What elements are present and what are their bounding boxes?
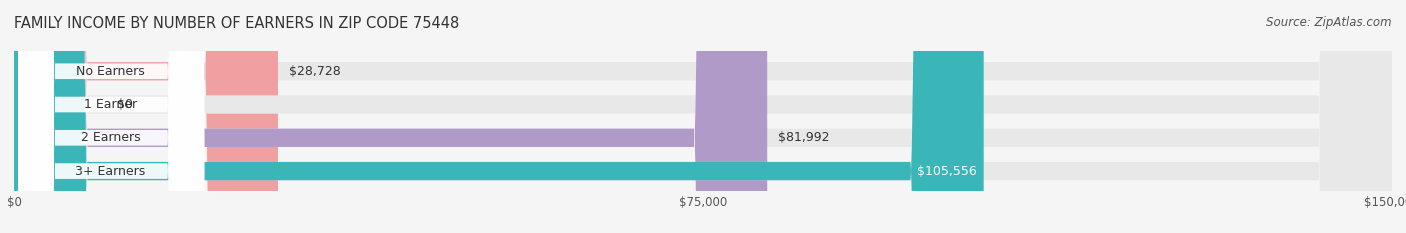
FancyBboxPatch shape: [14, 0, 1392, 233]
Text: $28,728: $28,728: [290, 65, 340, 78]
Text: 3+ Earners: 3+ Earners: [76, 164, 146, 178]
FancyBboxPatch shape: [18, 0, 204, 233]
FancyBboxPatch shape: [14, 0, 768, 233]
FancyBboxPatch shape: [14, 0, 1392, 233]
Text: No Earners: No Earners: [76, 65, 145, 78]
FancyBboxPatch shape: [18, 0, 204, 233]
FancyBboxPatch shape: [14, 0, 278, 233]
Text: FAMILY INCOME BY NUMBER OF EARNERS IN ZIP CODE 75448: FAMILY INCOME BY NUMBER OF EARNERS IN ZI…: [14, 16, 460, 31]
FancyBboxPatch shape: [18, 0, 204, 233]
Text: 1 Earner: 1 Earner: [84, 98, 136, 111]
FancyBboxPatch shape: [18, 0, 204, 233]
Text: 2 Earners: 2 Earners: [80, 131, 141, 144]
FancyBboxPatch shape: [14, 0, 984, 233]
Text: Source: ZipAtlas.com: Source: ZipAtlas.com: [1267, 16, 1392, 29]
FancyBboxPatch shape: [14, 0, 1392, 233]
Text: $0: $0: [118, 98, 134, 111]
Text: $81,992: $81,992: [779, 131, 830, 144]
Text: $105,556: $105,556: [917, 164, 977, 178]
FancyBboxPatch shape: [14, 0, 83, 233]
FancyBboxPatch shape: [14, 0, 1392, 233]
